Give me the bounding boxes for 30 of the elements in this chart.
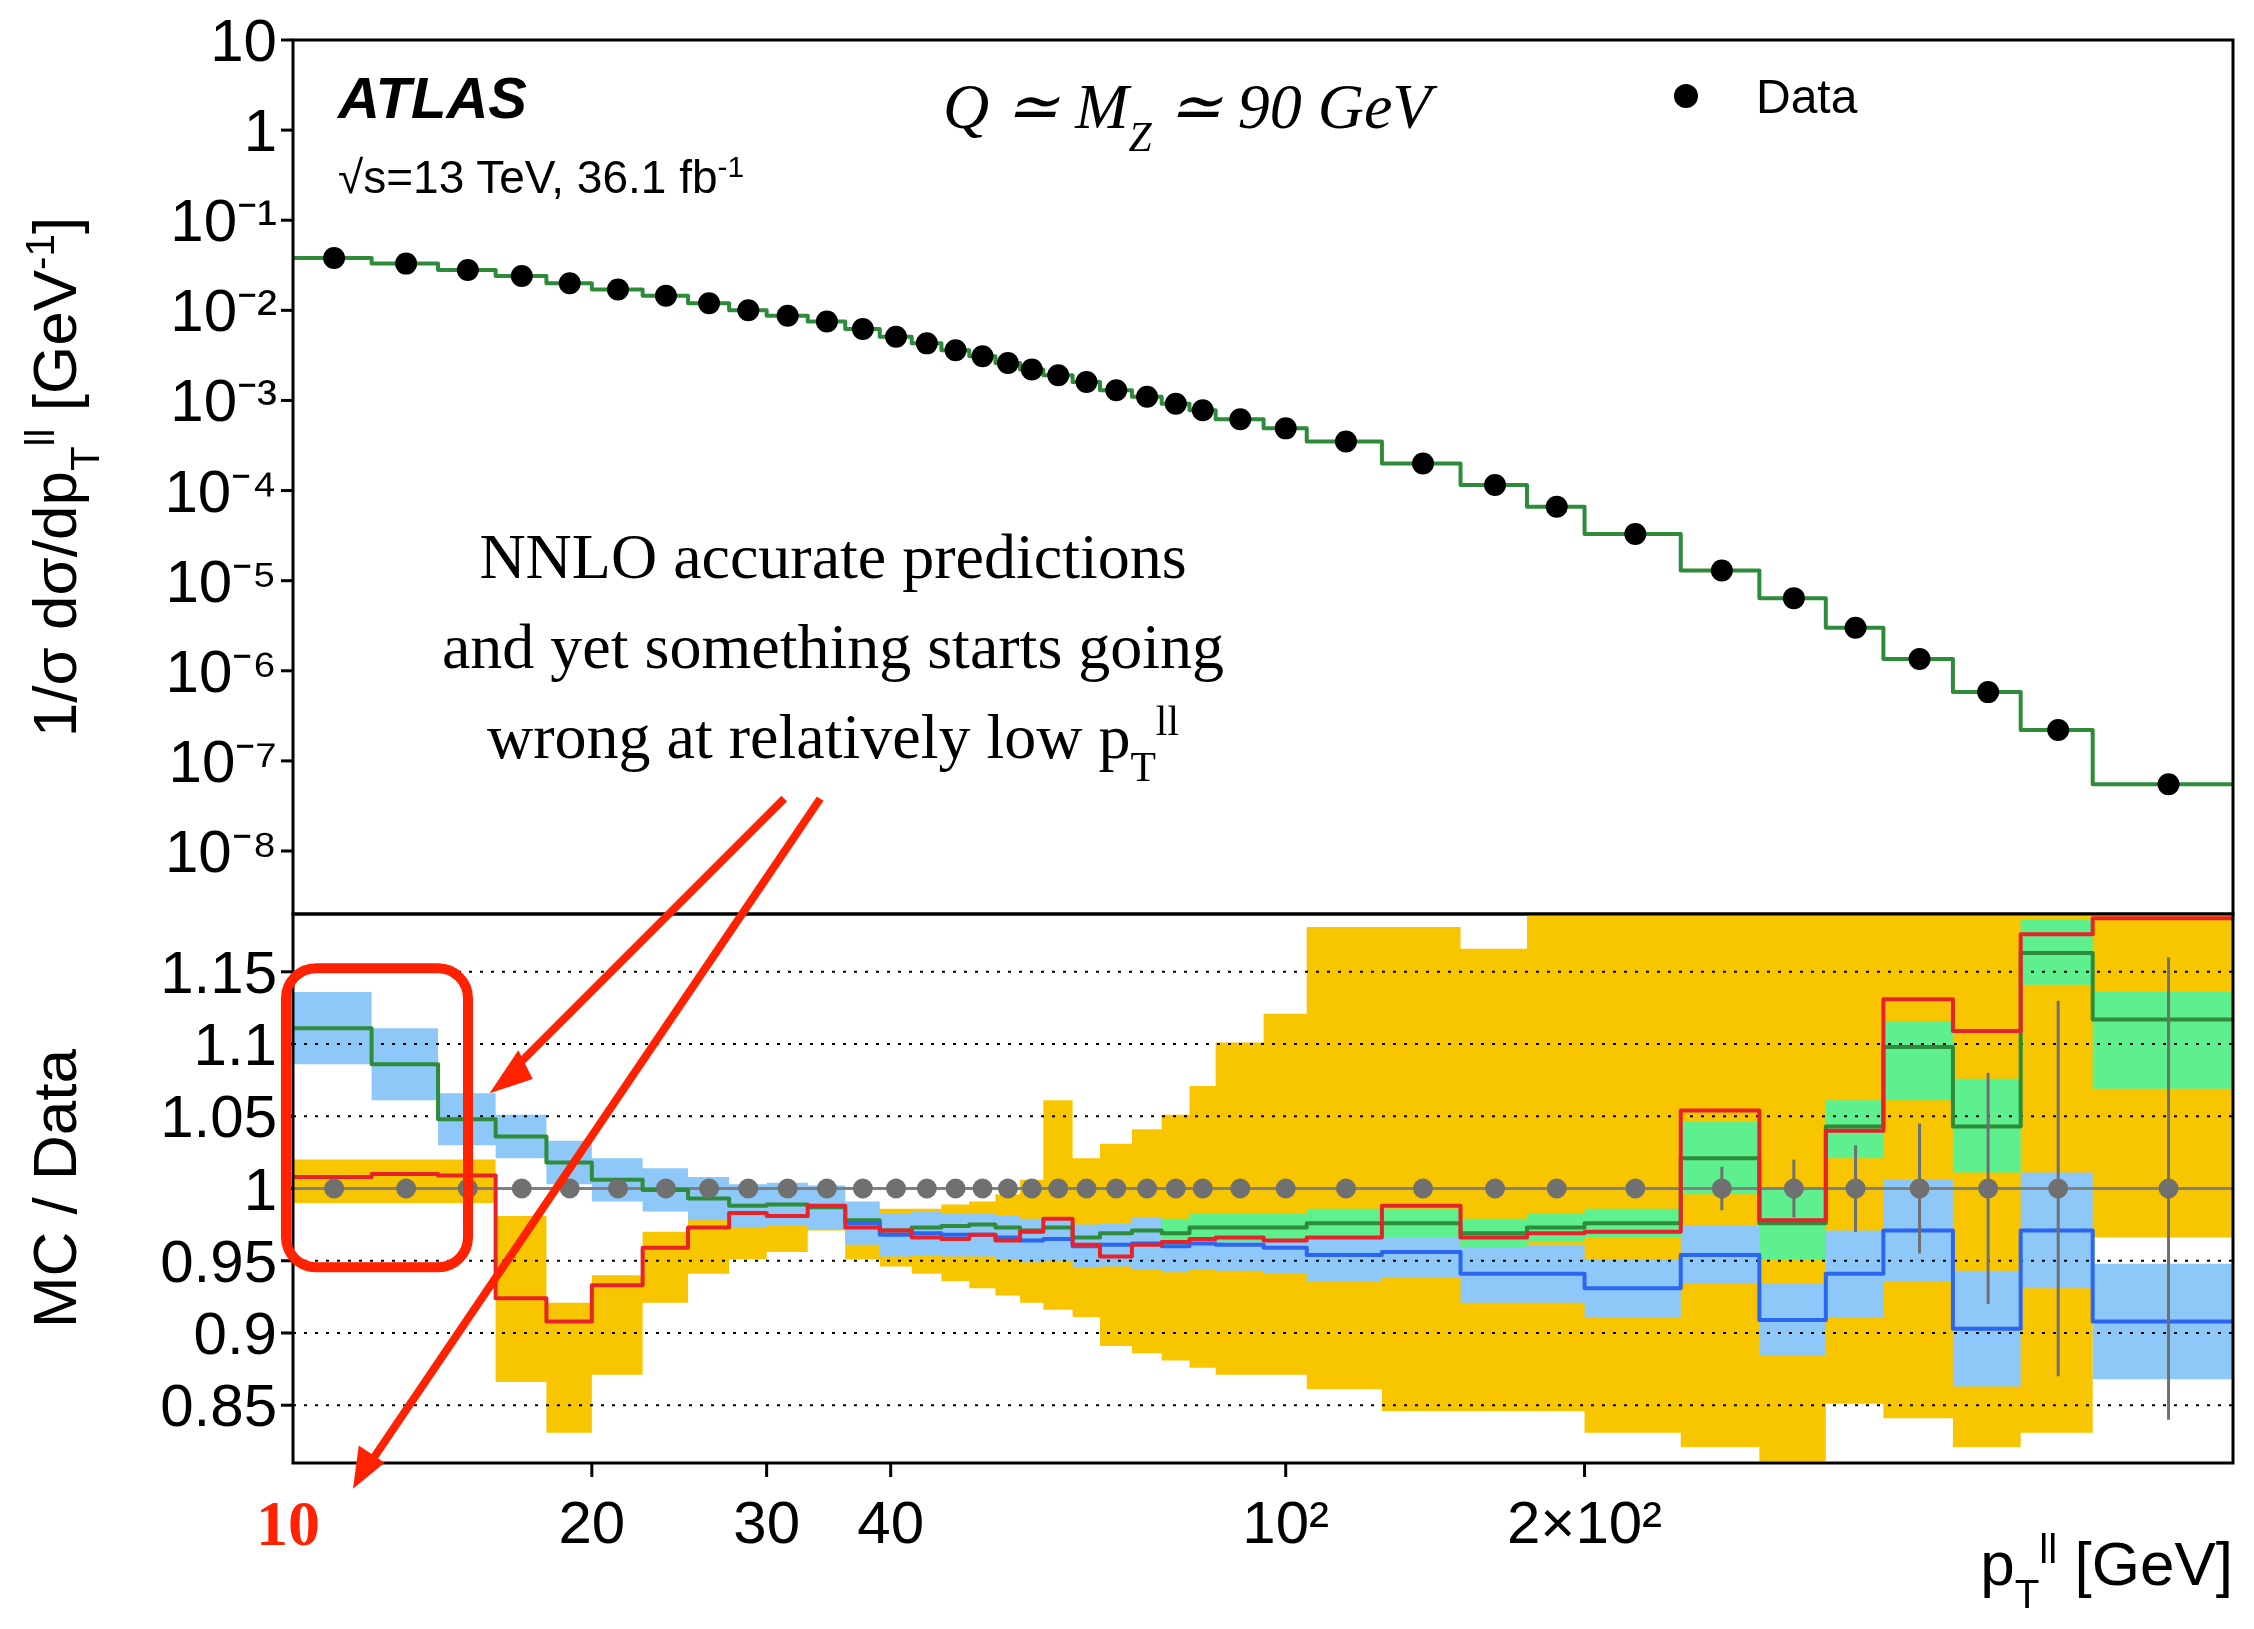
y-tick-label: 1 [243, 1155, 277, 1223]
x-tick-label: 30 [733, 1489, 801, 1556]
y-tick-label: 10⁻⁸ [164, 818, 277, 886]
x-tick-label: 40 [857, 1489, 925, 1556]
y-tick-label: 10⁻³ [170, 367, 277, 435]
y-tick-label: 10⁻¹ [170, 187, 277, 255]
y-tick-label: 10⁻⁵ [165, 547, 277, 615]
x-tick-label: 10² [1242, 1489, 1330, 1556]
annotation: and yet something starts going [441, 611, 1225, 682]
annotation: √s=13 TeV, 36.1 fb$^{-1}$ [338, 149, 745, 203]
legend-label: Data [1756, 69, 1858, 123]
y-tick-label: 0.85 [160, 1372, 277, 1440]
y-tick-label: 1.05 [160, 1083, 277, 1151]
y-tick-label: 10⁻⁷ [168, 727, 277, 795]
y-tick-label: 1 [243, 97, 277, 165]
x-tick-label: 20 [558, 1489, 626, 1556]
y-tick-label: 10⁻⁶ [165, 637, 277, 705]
y-tick-label: 0.95 [160, 1227, 277, 1295]
y-tick-label: 10 [210, 7, 277, 74]
y-tick-label: 10⁻⁴ [164, 457, 277, 525]
y-tick-label: 1.15 [160, 938, 277, 1006]
annotation: ATLAS [336, 65, 528, 130]
y-tick-label: 1.1 [193, 1011, 277, 1079]
x-tick-label: 2×10² [1506, 1489, 1663, 1556]
y-tick-label: 0.9 [193, 1299, 277, 1367]
annotation: Q ≃ M$_{Z}$ ≃ 90 GeV [943, 71, 1439, 160]
y-axis-title: MC / Data [20, 1048, 89, 1329]
y-tick-label: 10⁻² [170, 277, 277, 345]
x-axis-title: p$_{T}$$^{ll}$ [GeV] [1980, 1526, 2233, 1617]
annotation: NNLO accurate predictions [479, 521, 1187, 592]
